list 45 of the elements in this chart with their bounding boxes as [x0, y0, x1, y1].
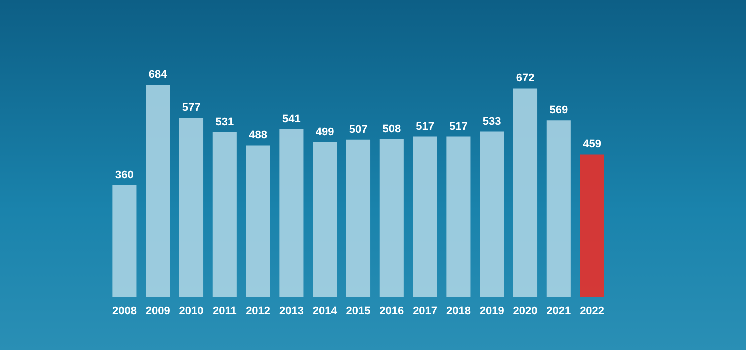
data-label: 459	[583, 138, 602, 151]
data-label: 508	[382, 124, 402, 136]
data-label: 531	[216, 116, 234, 128]
bar	[346, 140, 371, 297]
x-tick-label: 2012	[246, 306, 271, 318]
bar	[446, 136, 471, 297]
bar	[480, 132, 504, 297]
data-label: 672	[516, 72, 535, 85]
x-tick-label: 2018	[446, 306, 471, 318]
bar	[280, 129, 304, 297]
x-tick-label: 2016	[380, 306, 404, 318]
data-label: 499	[316, 126, 334, 138]
x-tick-label: 2015	[346, 306, 371, 318]
data-label: 577	[182, 102, 201, 114]
bar	[580, 154, 604, 297]
x-tick-label: 2011	[212, 306, 237, 318]
bar	[212, 132, 237, 297]
bar	[380, 140, 404, 297]
data-label: 541	[282, 113, 301, 126]
x-tick-label: 2019	[480, 306, 504, 318]
data-label: 360	[116, 169, 134, 182]
bar	[146, 85, 170, 297]
x-tick-label: 2021	[546, 306, 572, 318]
data-label: 684	[148, 69, 168, 81]
bar	[546, 120, 571, 297]
x-tick-label: 2017	[413, 306, 438, 318]
x-tick-label: 2013	[279, 306, 304, 318]
x-tick-label: 2014	[312, 306, 338, 318]
data-label: 533	[482, 116, 502, 128]
x-tick-label: 2008	[112, 306, 137, 318]
bar	[112, 185, 137, 297]
data-label: 507	[349, 124, 368, 136]
bar	[413, 136, 438, 297]
data-label: 517	[416, 120, 434, 133]
x-tick-label: 2010	[179, 306, 204, 318]
x-tick-label: 2009	[146, 306, 170, 318]
data-label: 569	[550, 104, 568, 117]
bar	[313, 142, 338, 297]
bar	[513, 88, 538, 297]
data-label: 488	[249, 130, 268, 142]
x-tick-label: 2022	[580, 306, 605, 318]
data-label: 517	[450, 120, 468, 133]
x-tick-label: 2020	[513, 306, 538, 318]
bar	[246, 146, 270, 297]
bar	[179, 118, 204, 297]
